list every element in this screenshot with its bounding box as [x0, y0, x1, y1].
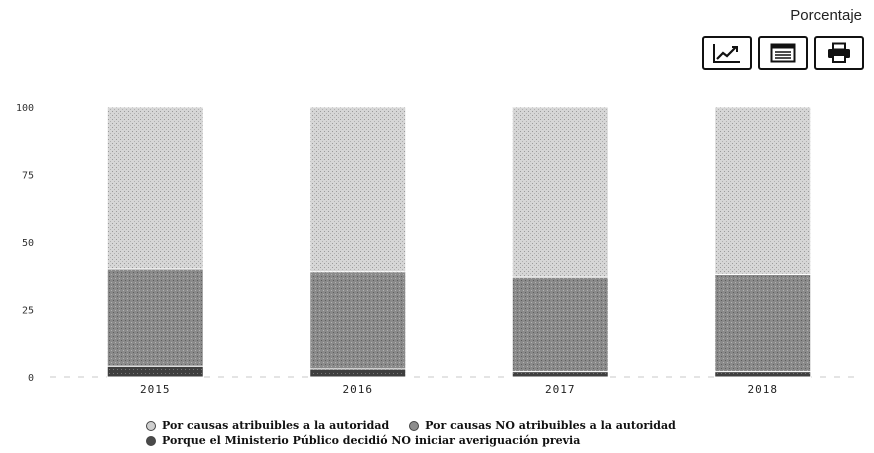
- y-tick-label: 100: [16, 103, 34, 114]
- line-chart-button[interactable]: [702, 36, 752, 70]
- chart-toolbar: [702, 36, 864, 70]
- bar-segment-2018-1[interactable]: [714, 273, 812, 373]
- table-view-button[interactable]: [758, 36, 808, 70]
- legend-item-ministerio[interactable]: Porque el Ministerio Público decidió NO …: [146, 433, 580, 448]
- bar-segment-2017-2[interactable]: [511, 106, 609, 278]
- unit-label: Porcentaje: [790, 7, 862, 24]
- y-tick-label: 50: [22, 238, 34, 249]
- bar-segment-2018-2[interactable]: [714, 106, 812, 275]
- legend-item-autoridad[interactable]: Por causas atribuibles a la autoridad: [146, 418, 389, 433]
- legend: Por causas atribuibles a la autoridad Po…: [146, 418, 676, 448]
- bar-segment-2018-0[interactable]: [714, 371, 812, 378]
- x-tick-label: 2017: [545, 383, 576, 396]
- bar-segment-2017-0[interactable]: [511, 371, 609, 378]
- x-axis: 2015 2016 2017 2018: [140, 383, 779, 396]
- line-chart-icon: [713, 44, 740, 63]
- legend-label: Por causas atribuibles a la autoridad: [162, 419, 390, 432]
- table-view-icon: [770, 43, 796, 63]
- bar-segment-2015-0[interactable]: [106, 365, 204, 378]
- legend-item-no-autoridad[interactable]: Por causas NO atribuibles a la autoridad: [409, 418, 676, 433]
- bar-segment-2016-0[interactable]: [309, 368, 407, 378]
- bar-segment-2015-1[interactable]: [106, 268, 204, 367]
- print-button[interactable]: [814, 36, 864, 70]
- bars: [106, 106, 812, 378]
- legend-swatch: [146, 435, 156, 446]
- x-tick-label: 2015: [140, 383, 171, 396]
- bar-segment-2015-2[interactable]: [106, 106, 204, 270]
- legend-label: Porque el Ministerio Público decidió NO …: [162, 434, 581, 447]
- y-tick-label: 25: [22, 306, 34, 317]
- legend-swatch: [409, 420, 420, 431]
- print-icon: [828, 42, 850, 63]
- x-tick-label: 2016: [343, 383, 374, 396]
- bar-segment-2016-1[interactable]: [309, 271, 407, 370]
- bar-segment-2016-2[interactable]: [309, 106, 407, 273]
- y-tick-label: 75: [22, 171, 34, 182]
- y-axis: 0 25 50 75 100: [16, 103, 34, 384]
- legend-swatch: [146, 420, 156, 431]
- bar-segment-2017-1[interactable]: [511, 276, 609, 373]
- x-tick-label: 2018: [748, 383, 779, 396]
- y-tick-label: 0: [28, 373, 34, 384]
- legend-label: Por causas NO atribuibles a la autoridad: [425, 419, 676, 432]
- stacked-bar-chart: 0 25 50 75 100 2015 2016 2017 2018: [16, 103, 860, 396]
